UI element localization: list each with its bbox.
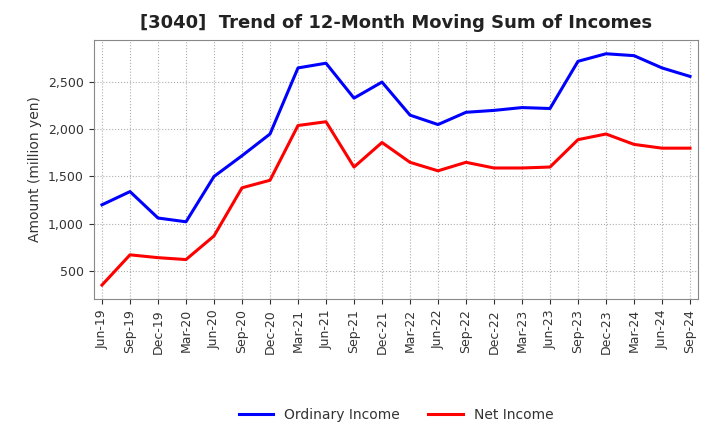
Title: [3040]  Trend of 12-Month Moving Sum of Incomes: [3040] Trend of 12-Month Moving Sum of I… <box>140 15 652 33</box>
Ordinary Income <box>350 95 359 101</box>
Net Income <box>266 178 274 183</box>
Net Income <box>657 146 666 151</box>
Net Income <box>518 165 526 171</box>
Net Income <box>294 123 302 128</box>
Legend: Ordinary Income, Net Income: Ordinary Income, Net Income <box>233 402 559 427</box>
Net Income <box>238 185 246 191</box>
Ordinary Income <box>657 65 666 70</box>
Ordinary Income <box>181 219 190 224</box>
Net Income <box>462 160 470 165</box>
Net Income <box>210 233 218 238</box>
Net Income <box>126 252 135 257</box>
Ordinary Income <box>630 53 639 58</box>
Net Income <box>685 146 694 151</box>
Ordinary Income <box>98 202 107 207</box>
Ordinary Income <box>405 113 414 118</box>
Ordinary Income <box>294 65 302 70</box>
Ordinary Income <box>266 132 274 137</box>
Ordinary Income <box>126 189 135 194</box>
Ordinary Income <box>685 74 694 79</box>
Y-axis label: Amount (million yen): Amount (million yen) <box>29 96 42 242</box>
Net Income <box>350 165 359 170</box>
Net Income <box>153 255 162 260</box>
Net Income <box>602 132 611 137</box>
Net Income <box>405 160 414 165</box>
Ordinary Income <box>518 105 526 110</box>
Net Income <box>630 142 639 147</box>
Line: Ordinary Income: Ordinary Income <box>102 54 690 222</box>
Ordinary Income <box>433 122 442 127</box>
Net Income <box>433 168 442 173</box>
Ordinary Income <box>462 110 470 115</box>
Ordinary Income <box>546 106 554 111</box>
Net Income <box>574 137 582 142</box>
Net Income <box>546 165 554 170</box>
Net Income <box>490 165 498 171</box>
Ordinary Income <box>322 61 330 66</box>
Ordinary Income <box>490 108 498 113</box>
Ordinary Income <box>378 80 387 85</box>
Ordinary Income <box>574 59 582 64</box>
Net Income <box>378 140 387 145</box>
Ordinary Income <box>210 174 218 179</box>
Line: Net Income: Net Income <box>102 122 690 285</box>
Net Income <box>181 257 190 262</box>
Net Income <box>322 119 330 125</box>
Net Income <box>98 282 107 288</box>
Ordinary Income <box>602 51 611 56</box>
Ordinary Income <box>153 215 162 220</box>
Ordinary Income <box>238 153 246 158</box>
